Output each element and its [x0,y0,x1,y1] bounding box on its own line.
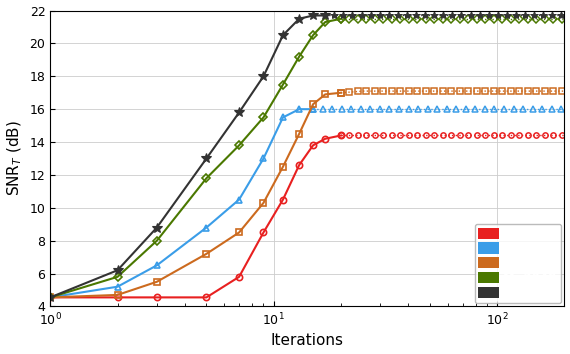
M=256 [260,201,267,205]
M=2048 [47,295,54,299]
M=2 [279,198,286,202]
M=256 [296,132,303,136]
M=∞ [114,268,121,272]
M=256 [235,230,242,235]
M=∞ [322,13,329,18]
M=2 [235,275,242,279]
M=16 [114,285,121,289]
M=2 [260,230,267,235]
M=∞ [279,33,286,37]
M=16 [260,156,267,161]
M=2048 [279,82,286,87]
M=16 [310,107,316,111]
M=2 [337,133,344,138]
M=∞ [235,110,242,115]
Line: M=256: M=256 [47,90,344,301]
M=2 [47,295,54,299]
Line: M=2048: M=2048 [47,16,344,301]
M=256 [279,165,286,169]
M=2048 [114,275,121,279]
M=2048 [203,176,210,180]
M=2048 [260,115,267,120]
M=2 [153,295,160,299]
M=16 [296,107,303,111]
M=16 [279,115,286,120]
M=256 [114,293,121,297]
M=16 [153,263,160,268]
M=256 [322,92,329,97]
X-axis label: Iterations: Iterations [271,333,344,348]
M=2 [114,295,121,299]
M=256 [337,91,344,95]
M=2 [203,295,210,299]
M=256 [310,102,316,106]
M=∞ [260,74,267,79]
M=16 [47,295,54,299]
Line: M=16: M=16 [47,106,316,301]
Line: M=2: M=2 [47,132,344,301]
M=2 [310,143,316,148]
M=2048 [310,33,316,37]
M=2048 [153,239,160,243]
M=∞ [310,13,316,18]
M=2048 [322,20,329,24]
M=256 [203,252,210,256]
M=2 [322,137,329,141]
Legend: M=2, M=16, M=256, M=2048, M=∞: M=2, M=16, M=256, M=2048, M=∞ [475,224,561,303]
Y-axis label: SNR$_T$ (dB): SNR$_T$ (dB) [6,121,24,196]
M=2048 [235,143,242,148]
M=2 [296,163,303,167]
Line: M=∞: M=∞ [46,11,330,302]
M=16 [235,198,242,202]
M=∞ [47,295,54,299]
M=∞ [153,225,160,230]
M=256 [153,280,160,284]
M=256 [47,295,54,299]
M=2048 [337,17,344,21]
M=2048 [296,55,303,59]
M=∞ [296,17,303,21]
M=∞ [203,156,210,161]
M=16 [203,225,210,230]
